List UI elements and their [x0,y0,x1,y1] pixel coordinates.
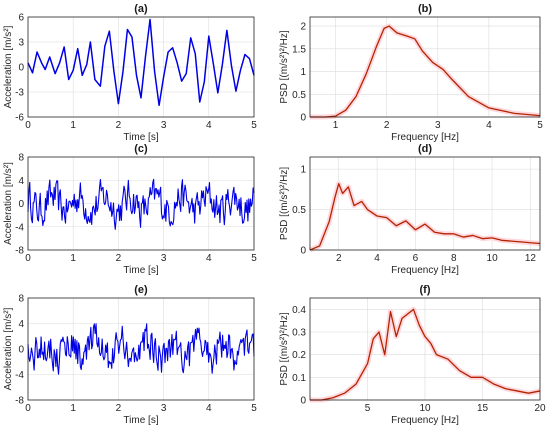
acceleration-line [27,323,255,375]
x-tick-label: 8 [451,253,457,264]
x-tick-label: 5 [251,253,257,264]
y-axis-label: Acceleration [m/s²] [3,162,14,245]
x-tick-label: 3 [161,120,167,131]
x-tick-label: 0 [25,403,31,414]
x-tick-label: 1 [70,253,76,264]
y-tick-label: 4 [18,176,24,187]
y-tick-label: 0.1 [292,373,306,384]
x-tick-label: 5 [251,120,257,131]
axes-box [27,16,255,118]
x-tick-label: 0 [25,120,31,131]
y-tick-label: 0 [300,396,306,407]
x-axis-label: Time [s] [123,132,158,143]
y-tick-label: -3 [15,88,24,99]
x-tick-label: 2 [116,120,122,131]
x-tick-label: 10 [419,403,431,414]
x-axis-label: Frequency [Hz] [391,132,459,143]
y-axis-label: PSD [(m/s²)²/Hz] [279,167,290,241]
y-tick-label: 0 [18,63,24,74]
x-tick-label: 2 [336,253,342,264]
x-tick-label: 10 [487,253,499,264]
panel-title: (f) [420,284,431,296]
y-tick-label: 0.5 [292,90,306,101]
x-tick-label: 4 [206,253,212,264]
x-tick-label: 1 [70,403,76,414]
x-tick-label: 12 [525,253,537,264]
y-tick-label: 1.5 [292,44,306,55]
x-axis-label: Time [s] [123,265,158,276]
panel-title: (d) [418,143,432,155]
x-tick-label: 15 [477,403,489,414]
x-tick-label: 4 [206,120,212,131]
axes-box [309,156,541,251]
panel-title: (b) [418,3,432,15]
y-axis-label: Acceleration [m/s²] [3,307,14,390]
x-tick-label: 3 [435,120,441,131]
panel-e: 0 1 2 3 4 5 -8 -4 0 4 8 (e) Time [s] Acceleration [m/… [3,284,257,426]
panel-d: 2 4 6 8 10 12 0 0.5 1 (d) Frequency [Hz] PSD [(m/s²… [279,143,541,276]
y-tick-label: -6 [15,113,24,124]
y-tick-label: -4 [15,222,24,233]
x-tick-label: 2 [116,253,122,264]
y-tick-label: 6 [18,13,24,24]
panel-title: (c) [134,143,148,155]
x-tick-label: 4 [486,120,492,131]
y-axis-label: PSD [(m/s²)²/Hz] [279,312,290,386]
x-tick-label: 1 [70,120,76,131]
psd-line [310,308,541,401]
y-tick-label: -4 [15,370,24,381]
axes-box [27,156,255,251]
y-tick-label: 4 [18,319,24,330]
x-tick-label: 5 [537,120,543,131]
y-tick-label: 8 [18,294,24,305]
acceleration-line [27,178,255,230]
x-tick-label: 4 [374,253,380,264]
y-tick-label: 1 [300,165,306,176]
panel-b: 1 2 3 4 5 0 0.5 1 1.5 2 (b) Frequency [Hz] PSD [(m/s… [279,3,543,143]
x-tick-label: 5 [365,403,371,414]
y-tick-label: -8 [15,396,24,407]
x-tick-label: 20 [534,403,546,414]
psd-line [310,25,541,118]
panel-a: 0 1 2 3 4 5 -6 -3 0 3 6 (a) Time [s] Acceleration [m/… [3,3,257,143]
y-tick-label: 0 [300,246,306,257]
x-tick-label: 1 [333,120,339,131]
x-tick-label: 0 [25,253,31,264]
y-tick-label: 0 [300,113,306,124]
y-tick-label: 0 [18,345,24,356]
y-tick-label: 1 [300,67,306,78]
axes-box [309,16,541,118]
x-tick-label: 2 [384,120,390,131]
x-axis-label: Frequency [Hz] [391,415,459,426]
x-tick-label: 4 [206,403,212,414]
acceleration-line [27,18,255,107]
y-tick-label: 8 [18,153,24,164]
x-tick-label: 2 [116,403,122,414]
y-axis-label: PSD [(m/s²)²/Hz] [279,30,290,104]
y-tick-label: 0.5 [292,205,306,216]
panel-title: (a) [134,3,148,15]
axes-box [309,297,541,401]
x-axis-label: Frequency [Hz] [391,265,459,276]
axes-box [27,297,255,401]
panel-f: 5 10 15 20 0 0.1 0.2 0.3 0.4 (f) Frequency [Hz] PSD… [279,284,546,426]
panel-c: 0 1 2 3 4 5 -8 -4 0 4 8 (c) Time [s] Acceleration [m/… [3,143,257,276]
x-axis-label: Time [s] [123,415,158,426]
x-tick-label: 3 [161,253,167,264]
y-tick-label: 3 [18,38,24,49]
x-tick-label: 6 [413,253,419,264]
y-tick-label: 0 [18,199,24,210]
y-tick-label: 0.3 [292,328,306,339]
psd-line [309,183,541,251]
panel-title: (e) [134,284,148,296]
y-tick-label: 0.4 [292,305,306,316]
x-tick-label: 5 [251,403,257,414]
y-tick-label: 2 [300,22,306,33]
x-tick-label: 3 [161,403,167,414]
y-tick-label: -8 [15,246,24,257]
y-tick-label: 0.2 [292,350,306,361]
y-axis-label: Acceleration [m/s²] [3,25,14,108]
